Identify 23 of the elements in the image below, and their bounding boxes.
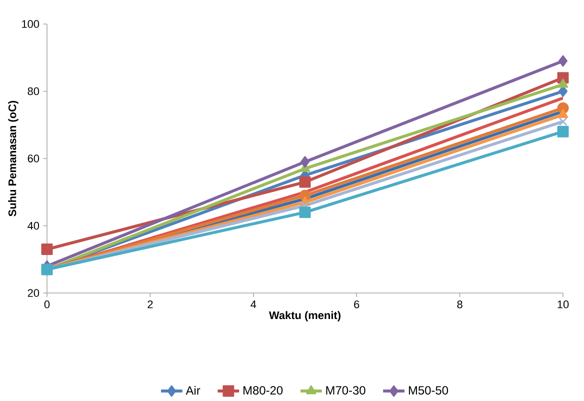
x-axis-title: Waktu (menit): [269, 311, 340, 322]
x-tick-label: 0: [44, 300, 50, 308]
y-tick-label: 80: [28, 87, 40, 96]
y-axis-title: Suhu Pemanasan (oC): [8, 100, 18, 216]
y-tick-label: 60: [28, 154, 40, 162]
point: [558, 55, 568, 67]
point: [558, 117, 568, 126]
legend-label: M70-30: [326, 386, 366, 395]
legend-label: M50-50: [408, 386, 448, 395]
x-tick-label: 10: [558, 300, 569, 308]
y-tick-label: 100: [22, 20, 40, 28]
x-tick-label: 4: [250, 300, 256, 308]
point: [299, 176, 311, 188]
y-tick-label: 20: [28, 289, 40, 297]
x-tick-label: 2: [148, 300, 153, 308]
y-tick-label: 40: [28, 222, 40, 230]
point: [299, 206, 311, 218]
legend-label: M80-20: [244, 386, 283, 395]
x-tick-label: 6: [354, 300, 360, 308]
legend-label: Air: [186, 386, 200, 395]
point: [557, 126, 569, 138]
x-tick-label: 8: [457, 300, 462, 308]
point: [41, 244, 53, 256]
